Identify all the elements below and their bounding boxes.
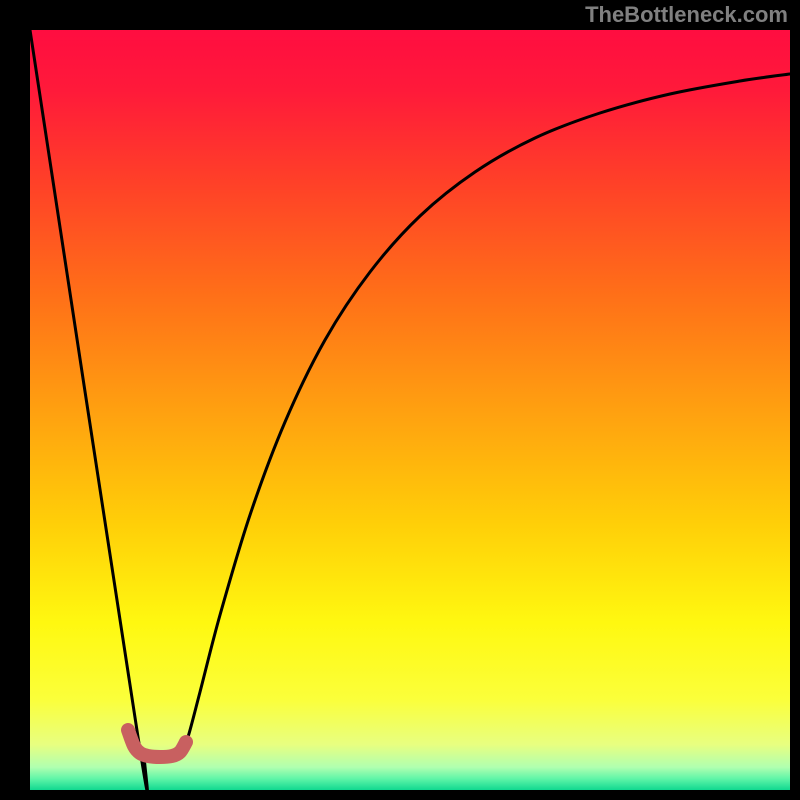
watermark-text: TheBottleneck.com (585, 2, 788, 28)
plot-area (30, 30, 790, 790)
gradient-background (30, 30, 790, 790)
plot-svg (30, 30, 790, 790)
chart-container: TheBottleneck.com (0, 0, 800, 800)
